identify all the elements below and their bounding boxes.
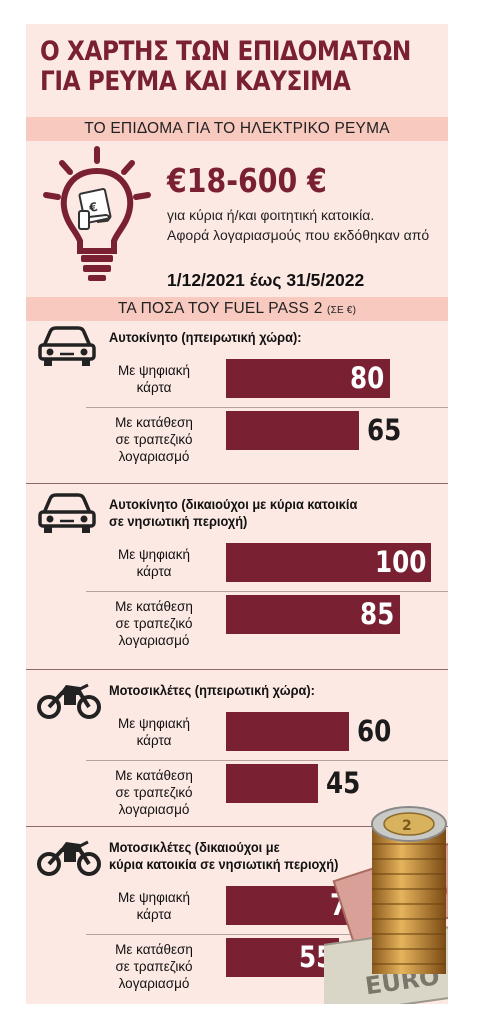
svg-text:2: 2 bbox=[402, 818, 412, 834]
lightbulb-icon: € bbox=[43, 146, 151, 281]
bar bbox=[226, 938, 339, 977]
category-title: Μοτοσικλέτες (ηπειρωτική χώρα): bbox=[109, 683, 315, 698]
bar bbox=[226, 411, 360, 450]
bar-label: Με κατάθεση bbox=[115, 415, 193, 430]
bar-label: Με ψηφιακή bbox=[118, 716, 190, 731]
motorcycle-icon bbox=[36, 681, 102, 726]
fuel-header: ΤΑ ΠΟΣΑ ΤΟΥ FUEL PASS 2 (ΣΕ €) bbox=[26, 300, 448, 318]
bar-label: κάρτα bbox=[136, 380, 172, 395]
category-title: κύρια κατοικία σε νησιωτική περιοχή) bbox=[109, 857, 339, 872]
row-divider bbox=[86, 407, 448, 408]
car-icon bbox=[36, 491, 98, 540]
bar bbox=[226, 595, 401, 634]
bar-label: Με κατάθεση bbox=[115, 599, 193, 614]
bar-label: κάρτα bbox=[136, 907, 172, 922]
bar bbox=[226, 543, 431, 582]
bar-value: 80 bbox=[350, 361, 385, 395]
row-divider bbox=[86, 591, 448, 592]
bar-label: σε τραπεζικό λογαριασμό bbox=[115, 432, 193, 464]
fuel-header-main: ΤΑ ΠΟΣΑ ΤΟΥ FUEL PASS 2 bbox=[117, 300, 328, 317]
bar-value: 60 bbox=[357, 714, 392, 748]
row-divider bbox=[86, 934, 448, 935]
car-icon bbox=[36, 324, 98, 373]
page-title-line-2: ΓΙΑ ΡΕΥΜΑ ΚΑΙ ΚΑΥΣΙΜΑ bbox=[40, 66, 351, 97]
electricity-header-band: ΤΟ ΕΠΙΔΟΜΑ ΓΙΑ ΤΟ ΗΛΕΚΤΡΙΚΟ ΡΕΥΜΑ bbox=[26, 117, 448, 141]
bar-label: Με ψηφιακή bbox=[118, 890, 190, 905]
electricity-header: ΤΟ ΕΠΙΔΟΜΑ ΓΙΑ ΤΟ ΗΛΕΚΤΡΙΚΟ ΡΕΥΜΑ bbox=[84, 120, 390, 137]
page-title-line-1: Ο ΧΑΡΤΗΣ ΤΩΝ ΕΠΙΔΟΜΑΤΩΝ bbox=[40, 36, 411, 67]
fuel-header-band: ΤΑ ΠΟΣΑ ΤΟΥ FUEL PASS 2 (ΣΕ €) bbox=[26, 297, 448, 321]
category-title: Αυτοκίνητο (δικαιούχοι με κύρια κατοικία bbox=[109, 497, 358, 512]
category-divider bbox=[26, 483, 448, 484]
bar bbox=[226, 359, 390, 398]
electricity-desc-line-1: για κύρια ή/και φοιτητική κατοικία. bbox=[167, 207, 375, 223]
category-title: Αυτοκίνητο (ηπειρωτική χώρα): bbox=[109, 330, 302, 345]
infographic-panel: Ο ΧΑΡΤΗΣ ΤΩΝ ΕΠΙΔΟΜΑΤΩΝ ΓΙΑ ΡΕΥΜΑ ΚΑΙ ΚΑ… bbox=[26, 24, 448, 1004]
bar-label: σε τραπεζικό λογαριασμό bbox=[115, 785, 193, 817]
category-divider bbox=[26, 826, 448, 827]
electricity-desc-line-2: Αφορά λογαριασμούς που εκδόθηκαν από bbox=[167, 227, 430, 243]
bar bbox=[226, 764, 319, 803]
bar-label: κάρτα bbox=[136, 564, 172, 579]
category-title: σε νησιωτική περιοχή) bbox=[109, 514, 248, 529]
bar-label: σε τραπεζικό λογαριασμό bbox=[115, 616, 193, 648]
motorcycle-icon bbox=[36, 838, 102, 883]
bar-value: 65 bbox=[367, 413, 402, 447]
bar-label: Με ψηφιακή bbox=[118, 547, 190, 562]
bar-value: 85 bbox=[360, 597, 395, 631]
fuel-header-unit: (ΣΕ €) bbox=[327, 305, 357, 316]
category-title: Μοτοσικλέτες (δικαιούχοι με bbox=[109, 840, 280, 855]
svg-text:€: € bbox=[87, 200, 99, 216]
bar-label: Με ψηφιακή bbox=[118, 363, 190, 378]
bar bbox=[226, 712, 349, 751]
bar-label: Με κατάθεση bbox=[115, 942, 193, 957]
bar-label: σε τραπεζικό λογαριασμό bbox=[115, 959, 193, 991]
category-divider bbox=[26, 669, 448, 670]
bar-value: 45 bbox=[326, 766, 361, 800]
bar-label: κάρτα bbox=[136, 733, 172, 748]
row-divider bbox=[86, 760, 448, 761]
electricity-period: 1/12/2021 έως 31/5/2022 bbox=[167, 270, 365, 290]
coins-banknotes-image: 50 EURO 2 bbox=[324, 806, 448, 1004]
electricity-amount: €18-600 € bbox=[167, 161, 327, 200]
bar-value: 100 bbox=[375, 545, 427, 579]
bar-label: Με κατάθεση bbox=[115, 768, 193, 783]
